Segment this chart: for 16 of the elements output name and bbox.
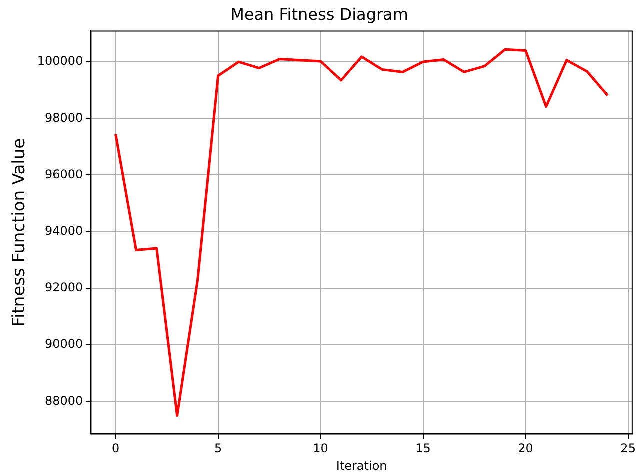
y-tick-label: 100000 (37, 54, 84, 68)
x-tick-label: 20 (518, 442, 534, 456)
y-tick-label: 96000 (45, 167, 84, 182)
y-tick-label: 90000 (45, 337, 84, 352)
x-tick-label: 5 (214, 442, 222, 456)
x-tick-label: 10 (313, 442, 328, 456)
x-tick-label: 0 (112, 442, 120, 456)
x-tick-label: 15 (416, 442, 431, 456)
x-tick-label: 25 (620, 442, 636, 456)
y-tick-label: 94000 (45, 224, 84, 238)
y-tick-label: 88000 (45, 394, 84, 408)
y-axis-title: Fitness Function Value (10, 138, 30, 328)
x-axis-title: Iteration (336, 458, 388, 473)
y-tick-label: 92000 (45, 280, 84, 295)
chart-title: Mean Fitness Diagram (230, 4, 408, 24)
y-tick-label: 98000 (45, 110, 84, 125)
